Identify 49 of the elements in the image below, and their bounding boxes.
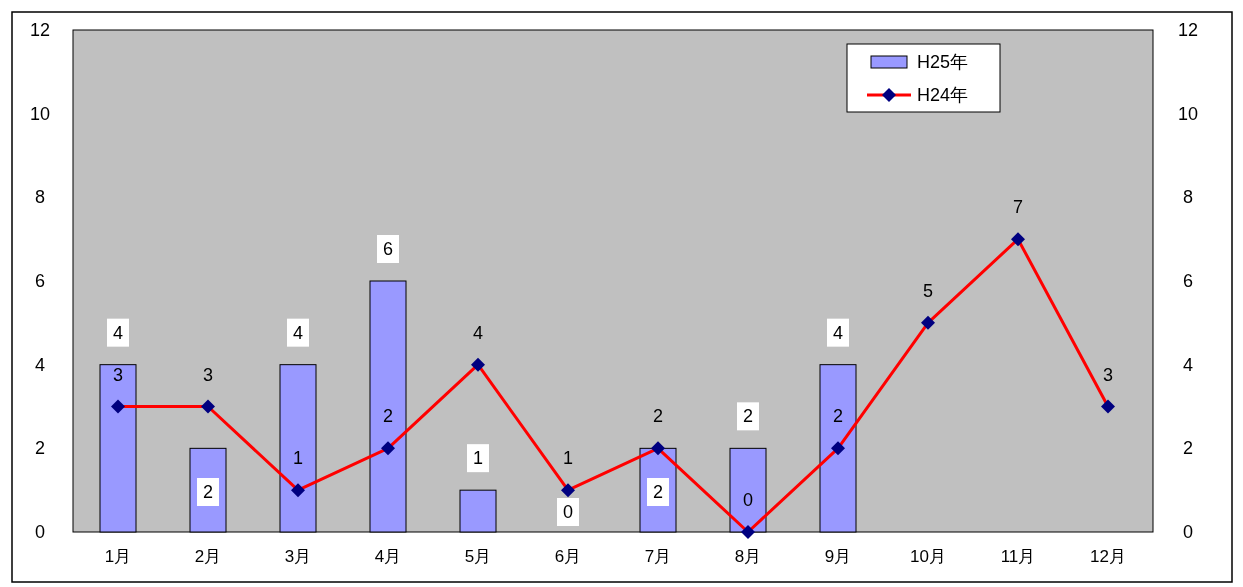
y2-tick-label: 2 xyxy=(1182,438,1194,459)
data-label: 2 xyxy=(742,406,754,427)
x-tick-label: 8月 xyxy=(734,546,762,566)
y-tick-label: 10 xyxy=(29,103,51,124)
y-tick-label: 6 xyxy=(34,271,46,291)
x-tick-label: 2月 xyxy=(194,546,222,566)
x-tick-label: 7月 xyxy=(644,546,672,566)
y-tick-label: 12 xyxy=(29,20,51,40)
data-label: 5 xyxy=(922,280,934,301)
y-tick-label: 4 xyxy=(34,354,46,375)
x-tick-label: 10月 xyxy=(910,546,946,566)
x-tick-label: 4月 xyxy=(374,546,402,566)
data-label: 3 xyxy=(112,364,124,385)
legend-label: H24年 xyxy=(917,85,969,105)
data-label: 2 xyxy=(202,482,214,502)
data-label: 4 xyxy=(112,322,124,343)
x-tick-label: 3月 xyxy=(284,546,312,566)
data-label: 0 xyxy=(562,502,574,522)
y-tick-label: 2 xyxy=(34,438,46,459)
x-tick-label: 11月 xyxy=(1000,546,1036,566)
data-label: 3 xyxy=(202,364,214,385)
y2-tick-label: 8 xyxy=(1182,187,1194,208)
x-tick-label: 5月 xyxy=(464,546,492,566)
y2-tick-label: 4 xyxy=(1182,354,1194,375)
data-label: 2 xyxy=(832,406,844,427)
x-tick-label: 1月 xyxy=(104,546,132,566)
data-label: 7 xyxy=(1012,197,1024,218)
data-label: 6 xyxy=(382,239,394,259)
data-label: 4 xyxy=(472,322,484,343)
x-tick-label: 12月 xyxy=(1090,546,1126,566)
y-tick-label: 0 xyxy=(34,522,46,542)
data-label: 2 xyxy=(652,482,664,502)
data-label: 3 xyxy=(1102,364,1114,385)
y-tick-label: 8 xyxy=(34,187,46,208)
data-label: 2 xyxy=(652,406,664,427)
data-label: 1 xyxy=(292,448,304,469)
legend-label: H25年 xyxy=(917,52,969,72)
data-label: 4 xyxy=(832,322,844,343)
y2-tick-label: 10 xyxy=(1177,103,1199,124)
data-label: 1 xyxy=(562,448,574,469)
x-tick-label: 9月 xyxy=(824,546,852,566)
y2-tick-label: 0 xyxy=(1182,522,1194,542)
y2-tick-label: 12 xyxy=(1177,20,1199,40)
x-tick-label: 6月 xyxy=(554,546,582,566)
data-label: 0 xyxy=(742,490,754,510)
data-label: 1 xyxy=(472,448,484,469)
data-label: 4 xyxy=(292,322,304,343)
y2-tick-label: 6 xyxy=(1182,271,1194,291)
data-label: 2 xyxy=(382,406,394,427)
